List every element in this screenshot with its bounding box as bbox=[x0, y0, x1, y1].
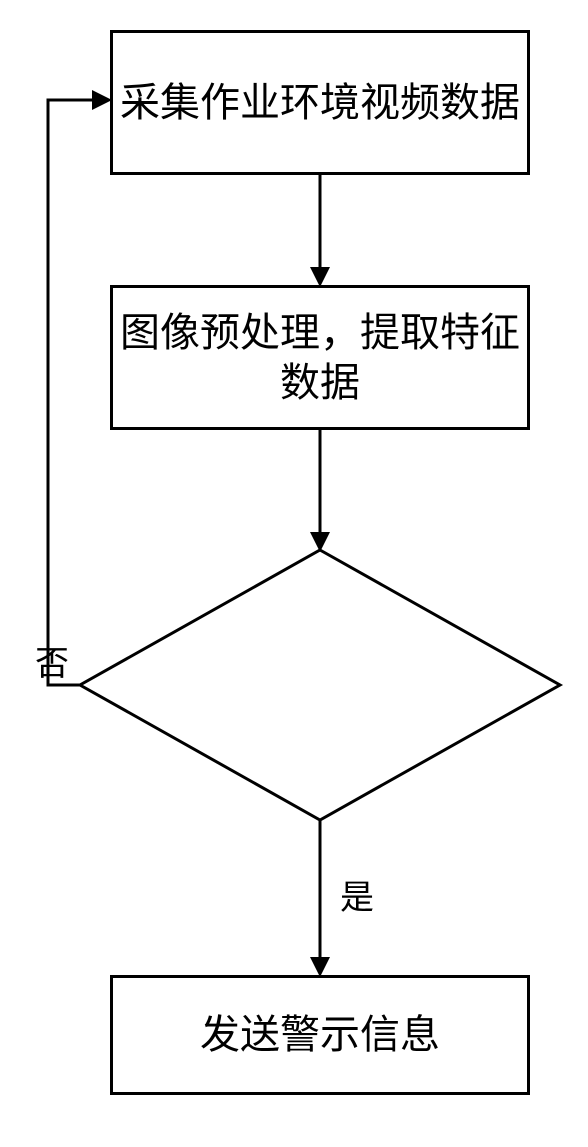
flow-node-collect: 采集作业环境视频数据 bbox=[110, 30, 530, 175]
flow-node-preprocess: 图像预处理，提取特征数据 bbox=[110, 285, 530, 430]
edge-label-yes: 是 bbox=[340, 870, 374, 919]
flow-node-preprocess-text: 图像预处理，提取特征数据 bbox=[113, 308, 527, 408]
edge-label-no: 否 bbox=[35, 636, 69, 685]
flow-node-send-alert: 发送警示信息 bbox=[110, 975, 530, 1095]
flow-node-decision-text: 是否存在安全风险 bbox=[170, 636, 470, 736]
flow-node-collect-text: 采集作业环境视频数据 bbox=[120, 78, 520, 128]
flow-node-send-alert-text: 发送警示信息 bbox=[200, 1010, 440, 1060]
edge-n3-n1 bbox=[48, 100, 108, 685]
